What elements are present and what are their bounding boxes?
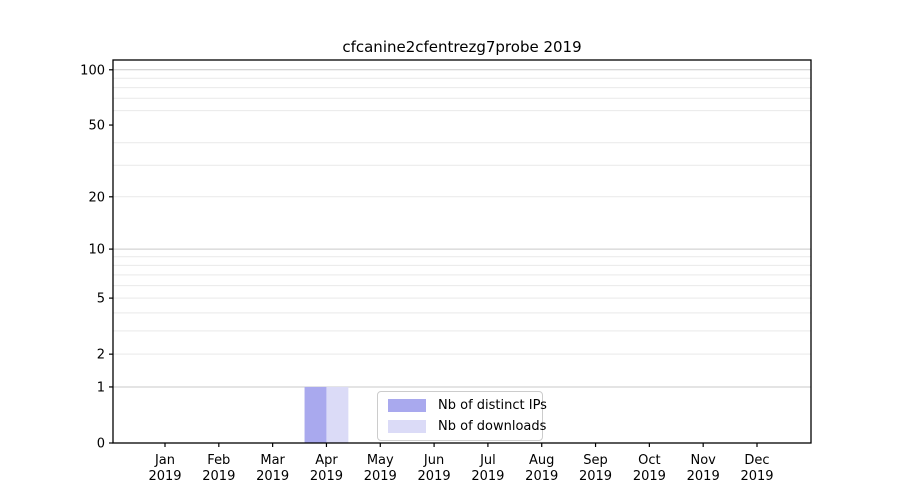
x-tick-label-month: Feb (207, 453, 230, 468)
x-tick-label-month: Oct (638, 453, 660, 468)
x-tick-label-month: Jan (154, 453, 175, 468)
x-tick-label-month: Aug (529, 453, 554, 468)
y-tick-label: 5 (97, 292, 105, 307)
x-tick-label-year: 2019 (633, 469, 666, 484)
x-tick-label-year: 2019 (202, 469, 235, 484)
x-tick-label-month: Jun (423, 453, 444, 468)
plot-border (112, 59, 812, 444)
y-tick-label: 1 (97, 380, 105, 395)
x-tick-label-year: 2019 (364, 469, 397, 484)
x-tick-label-month: Dec (744, 453, 769, 468)
x-tick-label-year: 2019 (256, 469, 289, 484)
x-tick-label-month: Apr (315, 453, 338, 468)
x-tick-label-month: May (367, 453, 394, 468)
x-tick-label-month: Sep (583, 453, 608, 468)
y-tick-label: 0 (97, 437, 105, 452)
x-tick-label-year: 2019 (579, 469, 612, 484)
x-tick-label-year: 2019 (687, 469, 720, 484)
legend-item-distinct-ips: Nb of distinct IPs (388, 398, 547, 413)
x-tick-label-month: Nov (690, 453, 716, 468)
legend-swatch-downloads (388, 420, 426, 433)
x-tick-label-month: Mar (260, 453, 285, 468)
x-tick-label-year: 2019 (310, 469, 343, 484)
legend-swatch-distinct-ips (388, 399, 426, 412)
x-tick-label-year: 2019 (471, 469, 504, 484)
x-tick-label-year: 2019 (148, 469, 181, 484)
bar-apr-series0 (304, 386, 327, 443)
legend-item-downloads: Nb of downloads (388, 419, 546, 434)
legend-label-downloads: Nb of downloads (438, 419, 547, 434)
x-tick-label-year: 2019 (740, 469, 773, 484)
x-tick-label-month: Jul (479, 453, 496, 468)
y-tick-label: 10 (88, 243, 105, 258)
y-tick-label: 100 (80, 63, 105, 78)
chart-title: cfcanine2cfentrezg7probe 2019 (342, 38, 582, 56)
x-tick-label-year: 2019 (525, 469, 558, 484)
legend-label-distinct-ips: Nb of distinct IPs (438, 398, 547, 413)
bar-apr-series1 (326, 386, 349, 443)
x-tick-label-year: 2019 (418, 469, 451, 484)
y-tick-label: 50 (88, 119, 105, 134)
y-tick-label: 20 (88, 190, 105, 205)
legend: Nb of distinct IPs Nb of downloads (377, 391, 547, 441)
y-tick-label: 2 (97, 348, 105, 363)
